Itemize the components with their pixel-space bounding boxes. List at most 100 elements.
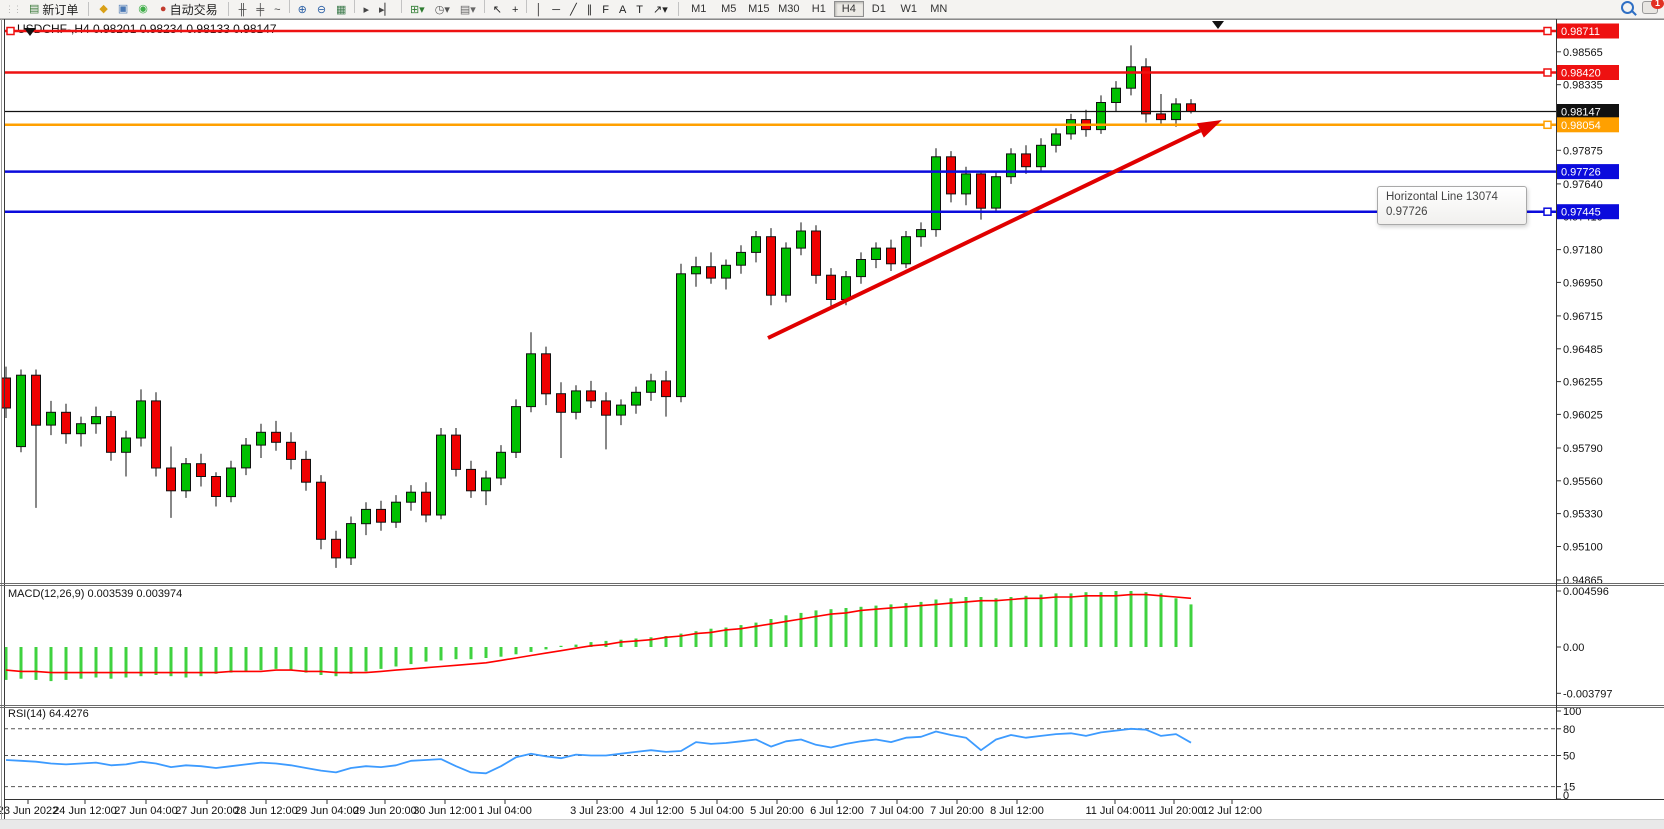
candle-body (241, 444, 251, 469)
line-handle[interactable] (6, 26, 15, 36)
search-icon[interactable] (1621, 1, 1634, 14)
candle-body (1111, 87, 1121, 103)
auto-scroll-button[interactable]: ▸ (358, 2, 374, 19)
chart-shift-button[interactable]: ▸▏ (374, 2, 398, 19)
new-order-label: 新订单 (42, 2, 79, 17)
current-price-label-box (1557, 104, 1619, 119)
timeframe-button-MN[interactable]: MN (930, 3, 948, 15)
candle-body (436, 434, 446, 516)
candle-body (406, 491, 416, 503)
line-handle[interactable] (1543, 120, 1552, 130)
profile-button[interactable]: ▣ (113, 1, 133, 18)
candles-layer (1, 45, 1196, 568)
periods-button[interactable]: ◷▾ (430, 2, 455, 19)
candlestick-chart-button[interactable]: ╪ (251, 2, 269, 19)
toolbar-separator (677, 2, 679, 16)
price-line-label-box (1557, 204, 1619, 220)
tile-windows-button[interactable]: ▦ (331, 2, 351, 19)
time-axis-label: 30 Jun 12:00 (413, 805, 477, 817)
candle-body (586, 390, 596, 402)
candle-body (811, 230, 821, 276)
time-axis-label: 24 Jun 12:00 (53, 805, 117, 817)
candle-body (61, 411, 71, 435)
timeframe-button-M15[interactable]: M15 (748, 3, 770, 15)
chart-shift-marker[interactable] (1212, 21, 1224, 29)
zoom-in-button[interactable]: ⊕ (293, 2, 312, 19)
candle-body (46, 411, 56, 426)
price-line-label-box (1557, 164, 1619, 180)
indicators-add-button[interactable]: ⊞▾ (405, 2, 430, 19)
line-handle[interactable] (1543, 26, 1552, 36)
candle-body (1051, 133, 1061, 146)
time-axis-label: 7 Jul 20:00 (930, 805, 984, 817)
fibonacci-button[interactable]: F (597, 2, 614, 19)
channel-button[interactable]: ∥ (582, 2, 598, 19)
price-axis-label: 0.95560 (1563, 476, 1603, 488)
horizontal-line-button[interactable]: ─ (547, 2, 565, 19)
notifications-icon[interactable]: 1 (1642, 0, 1664, 14)
trend-arrow-head[interactable] (1196, 120, 1222, 138)
rsi-axis-label: 80 (1563, 724, 1575, 736)
candle-body (151, 400, 161, 469)
candle-body (736, 251, 746, 266)
zoom-out-button[interactable]: ⊖ (312, 2, 331, 19)
cursor-button[interactable]: ↖ (488, 2, 507, 19)
templates-button[interactable]: ▤▾ (455, 2, 481, 19)
line-handle[interactable] (1543, 68, 1552, 77)
trend-arrow-line[interactable] (767, 128, 1202, 340)
macd-signal-line (5, 593, 1192, 674)
candle-body (1141, 66, 1151, 115)
time-axis-label: 12 Jul 12:00 (1202, 805, 1262, 817)
arrows-button[interactable]: ↗▾ (648, 2, 673, 19)
candle-body (1096, 102, 1106, 131)
candle-body (691, 266, 701, 275)
candle-body (1186, 103, 1196, 113)
auto-trading-button[interactable]: ● 自动交易 (155, 1, 223, 18)
zoom-in-icon: ⊕ (297, 4, 307, 16)
timeframe-button-M1[interactable]: M1 (691, 3, 707, 15)
rsi-pane (4, 727, 1556, 788)
bar-chart-icon: ╫ (238, 4, 247, 16)
rsi-indicator-label: RSI(14) 64.4276 (8, 708, 89, 720)
price-axis-label: 0.95100 (1563, 542, 1603, 554)
price-axis-label: 0.96950 (1563, 277, 1603, 289)
candle-body (706, 266, 716, 279)
time-axis-label: 5 Jul 20:00 (750, 805, 804, 817)
rsi-line (5, 727, 1192, 775)
timeframe-button-M5[interactable]: M5 (721, 3, 737, 15)
macd-axis-label: 0.004596 (1563, 586, 1609, 598)
crosshair-button[interactable]: + (507, 2, 523, 19)
notification-badge: 1 (1651, 0, 1664, 9)
candle-body (76, 423, 86, 435)
signal-button[interactable]: ◉ (133, 1, 153, 18)
timeframe-button-M30[interactable]: M30 (778, 3, 800, 15)
candle-body (1066, 119, 1076, 135)
candle-body (376, 508, 386, 523)
bar-chart-button[interactable]: ╫ (234, 2, 252, 19)
line-chart-button[interactable]: ~ (269, 2, 285, 19)
candle-body (601, 400, 611, 416)
timeframe-button-H1[interactable]: H1 (811, 3, 826, 15)
object-tooltip: Horizontal Line 13074 0.97726 (1377, 186, 1527, 225)
candle-body (961, 173, 971, 195)
zoom-out-icon: ⊖ (316, 4, 327, 16)
time-axis-label: 27 Jun 20:00 (175, 805, 239, 817)
text-label-button[interactable]: T (631, 2, 648, 19)
vertical-line-button[interactable]: │ (530, 2, 547, 19)
styles-bucket-button[interactable]: ◆ (94, 1, 112, 18)
timeframe-button-D1[interactable]: D1 (871, 3, 886, 15)
line-handle[interactable] (1543, 207, 1552, 216)
arrows-icon: ↗▾ (653, 4, 668, 16)
timeframe-button-H4[interactable]: H4 (833, 1, 864, 17)
candle-body (91, 416, 101, 425)
timeframe-button-W1[interactable]: W1 (900, 3, 918, 15)
text-button[interactable]: A (614, 2, 631, 19)
text-icon: A (618, 4, 627, 16)
candle-body (166, 467, 176, 492)
trendline-button[interactable]: ╱ (565, 2, 582, 19)
macd-indicator-label: MACD(12,26,9) 0.003539 0.003974 (8, 588, 182, 600)
horizontal-lines-layer (4, 21, 1556, 216)
new-order-button[interactable]: ▤ 新订单 (24, 1, 83, 18)
candle-body (571, 390, 581, 413)
